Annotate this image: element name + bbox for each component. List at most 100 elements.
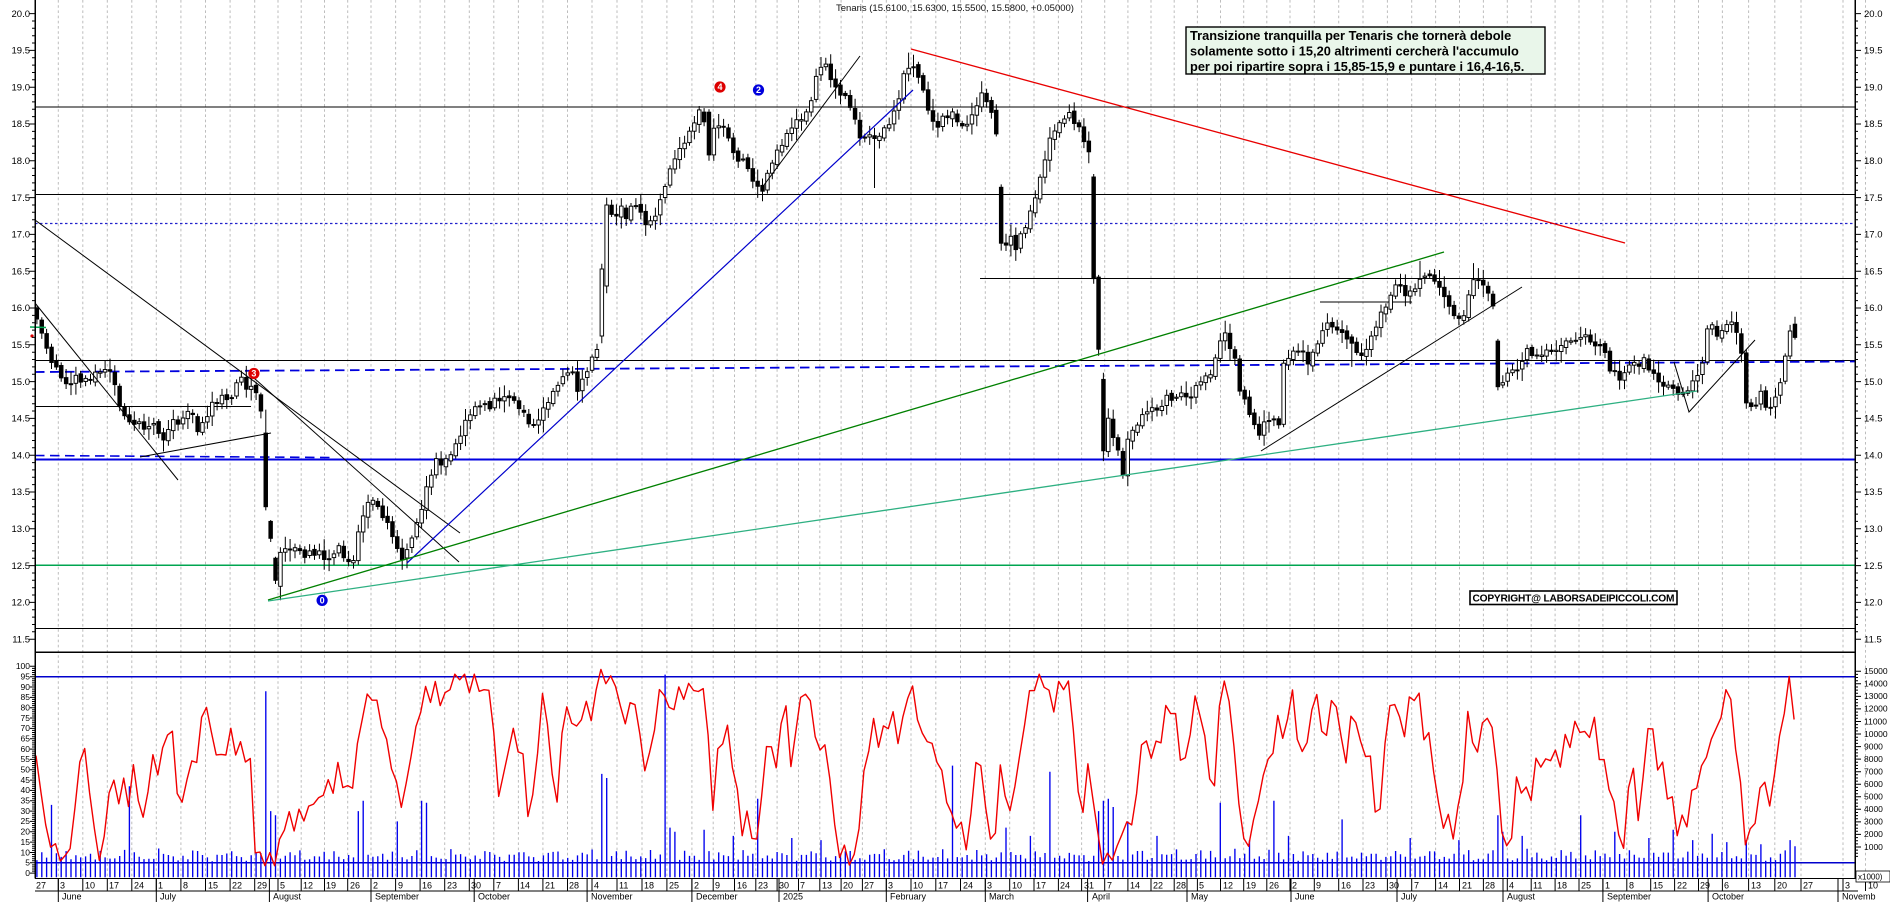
svg-text:7: 7 xyxy=(496,881,501,891)
svg-text:23: 23 xyxy=(758,881,768,891)
svg-text:55: 55 xyxy=(21,754,31,764)
svg-text:25: 25 xyxy=(669,881,679,891)
svg-text:14.5: 14.5 xyxy=(1864,414,1883,425)
svg-text:10000: 10000 xyxy=(1864,729,1888,739)
svg-text:COPYRIGHT@ LABORSADEIPICCOLI.C: COPYRIGHT@ LABORSADEIPICCOLI.COM xyxy=(1473,593,1675,604)
svg-text:7: 7 xyxy=(800,881,805,891)
svg-text:August: August xyxy=(1507,892,1536,902)
svg-text:30: 30 xyxy=(21,806,31,816)
svg-text:16.0: 16.0 xyxy=(12,303,31,314)
svg-text:July: July xyxy=(1401,892,1418,902)
svg-text:25: 25 xyxy=(1581,881,1591,891)
svg-text:per poi ripartire sopra i 15,8: per poi ripartire sopra i 15,85-15,9 e p… xyxy=(1190,59,1524,74)
svg-text:30: 30 xyxy=(471,881,481,891)
svg-text:8000: 8000 xyxy=(1864,754,1883,764)
svg-text:15: 15 xyxy=(208,881,218,891)
svg-text:29: 29 xyxy=(1700,881,1710,891)
svg-text:10: 10 xyxy=(1868,881,1878,891)
svg-text:5: 5 xyxy=(280,881,285,891)
svg-text:2025: 2025 xyxy=(783,892,803,902)
svg-text:15.0: 15.0 xyxy=(12,377,31,388)
svg-text:13: 13 xyxy=(1751,881,1761,891)
svg-text:9: 9 xyxy=(398,881,403,891)
svg-text:14000: 14000 xyxy=(1864,679,1888,689)
svg-text:September: September xyxy=(375,892,419,902)
svg-text:22: 22 xyxy=(1677,881,1687,891)
svg-text:16.0: 16.0 xyxy=(1864,303,1883,314)
svg-text:12000: 12000 xyxy=(1864,704,1888,714)
svg-text:17: 17 xyxy=(109,881,119,891)
svg-text:x1000): x1000) xyxy=(1858,873,1883,882)
svg-text:11.5: 11.5 xyxy=(12,634,30,645)
svg-text:12.0: 12.0 xyxy=(1864,598,1883,609)
svg-text:13.5: 13.5 xyxy=(1864,487,1883,498)
svg-text:12.0: 12.0 xyxy=(12,598,31,609)
svg-text:24: 24 xyxy=(963,881,973,891)
svg-text:18: 18 xyxy=(1557,881,1567,891)
svg-text:20: 20 xyxy=(1777,881,1787,891)
svg-text:19.5: 19.5 xyxy=(1864,46,1883,57)
svg-text:26: 26 xyxy=(350,881,360,891)
svg-text:2: 2 xyxy=(1292,881,1297,891)
svg-text:21: 21 xyxy=(545,881,555,891)
svg-text:18.5: 18.5 xyxy=(12,119,31,130)
svg-text:8: 8 xyxy=(1629,881,1634,891)
svg-text:0: 0 xyxy=(25,868,30,878)
svg-text:18: 18 xyxy=(644,881,654,891)
svg-text:15.5: 15.5 xyxy=(12,340,31,351)
svg-text:18.0: 18.0 xyxy=(12,156,31,167)
svg-text:10: 10 xyxy=(85,881,95,891)
svg-text:2: 2 xyxy=(373,881,378,891)
svg-text:23: 23 xyxy=(1365,881,1375,891)
svg-text:30: 30 xyxy=(779,881,789,891)
svg-text:3: 3 xyxy=(60,881,65,891)
svg-text:June: June xyxy=(1295,892,1315,902)
svg-text:100: 100 xyxy=(16,661,30,671)
svg-text:45: 45 xyxy=(21,775,31,785)
svg-text:40: 40 xyxy=(21,785,31,795)
svg-text:11: 11 xyxy=(1533,881,1542,891)
svg-text:5: 5 xyxy=(25,858,30,868)
svg-text:15: 15 xyxy=(21,837,31,847)
svg-text:20: 20 xyxy=(21,827,31,837)
svg-text:15.5: 15.5 xyxy=(1864,340,1883,351)
svg-text:solamente sotto i 15,20 altrim: solamente sotto i 15,20 altrimenti cerch… xyxy=(1190,44,1519,59)
svg-text:11: 11 xyxy=(619,881,628,891)
svg-text:28: 28 xyxy=(1176,881,1186,891)
svg-text:14: 14 xyxy=(1130,881,1140,891)
svg-text:75: 75 xyxy=(21,713,31,723)
svg-text:65: 65 xyxy=(21,734,31,744)
svg-text:19.5: 19.5 xyxy=(12,46,31,57)
svg-text:30: 30 xyxy=(1389,881,1399,891)
svg-text:16.5: 16.5 xyxy=(12,266,31,277)
svg-text:December: December xyxy=(696,892,738,902)
svg-text:7: 7 xyxy=(1414,881,1419,891)
svg-text:March: March xyxy=(989,892,1014,902)
svg-text:28: 28 xyxy=(569,881,579,891)
svg-text:25: 25 xyxy=(21,816,31,826)
svg-text:Novemb: Novemb xyxy=(1842,892,1876,902)
svg-text:9: 9 xyxy=(1316,881,1321,891)
svg-text:7: 7 xyxy=(1107,881,1112,891)
svg-text:4: 4 xyxy=(594,881,599,891)
svg-text:1: 1 xyxy=(1605,881,1610,891)
svg-text:14: 14 xyxy=(1438,881,1448,891)
svg-text:3: 3 xyxy=(888,881,893,891)
svg-text:24: 24 xyxy=(1060,881,1070,891)
svg-text:22: 22 xyxy=(232,881,242,891)
svg-text:18.5: 18.5 xyxy=(1864,119,1883,130)
svg-text:10: 10 xyxy=(1012,881,1022,891)
svg-text:17: 17 xyxy=(1036,881,1046,891)
svg-text:6000: 6000 xyxy=(1864,779,1883,789)
svg-text:October: October xyxy=(1712,892,1744,902)
svg-text:13000: 13000 xyxy=(1864,691,1888,701)
svg-text:95: 95 xyxy=(21,672,31,682)
svg-text:13: 13 xyxy=(822,881,832,891)
svg-text:16.5: 16.5 xyxy=(1864,266,1883,277)
svg-text:3: 3 xyxy=(251,369,256,379)
svg-text:19.0: 19.0 xyxy=(12,82,31,93)
svg-text:15.0: 15.0 xyxy=(1864,377,1883,388)
svg-text:13.5: 13.5 xyxy=(12,487,31,498)
svg-text:16: 16 xyxy=(737,881,747,891)
svg-text:2: 2 xyxy=(694,881,699,891)
